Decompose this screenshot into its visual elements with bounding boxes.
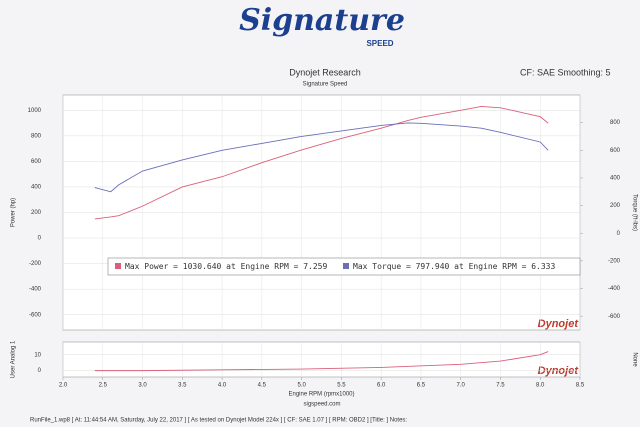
plot-area [62, 341, 581, 378]
run-info: RunFile_1.wp8 [ At: 11:44:54 AM, Saturda… [30, 418, 407, 424]
y2-tick-label: -600 [608, 314, 621, 320]
y2-tick-label: -400 [608, 286, 621, 292]
x-tick-label: 4.0 [218, 383, 227, 389]
title: Dynojet Research [289, 67, 361, 77]
subtitle: Signature Speed [303, 82, 348, 88]
y2-tick-label: -200 [608, 258, 621, 264]
legend-label: Max Power = 1030.640 at Engine RPM = 7.2… [125, 262, 327, 271]
x-tick-label: 6.0 [377, 383, 386, 389]
y2-tick-label: 200 [610, 203, 621, 209]
y-axis-title: Power (hp) [11, 198, 17, 227]
x-axis-title: Engine RPM (rpmx1000) [288, 392, 354, 398]
y2-axis-title: Torque (ft-lbs) [631, 194, 637, 231]
y-tick-label: -400 [29, 287, 42, 293]
logo: Signature [239, 3, 405, 38]
legend-label: Max Torque = 797.940 at Engine RPM = 6.3… [353, 262, 555, 271]
watermark: Dynojet [538, 365, 580, 377]
x-tick-label: 3.5 [178, 383, 187, 389]
y2-axis-title: None [631, 352, 637, 367]
site: sigspeed.com [303, 402, 340, 408]
y-axis-title: User Analog 1 [11, 340, 17, 378]
y-tick-label: 0 [38, 368, 42, 374]
y2-tick-label: 800 [610, 120, 621, 126]
x-tick-label: 5.0 [297, 383, 306, 389]
y-tick-label: 800 [31, 133, 42, 139]
logo-sub: SPEED [366, 39, 393, 48]
legend-swatch [343, 263, 349, 269]
x-tick-label: 3.0 [138, 383, 147, 389]
x-tick-label: 8.5 [576, 383, 585, 389]
x-tick-label: 8.0 [536, 383, 545, 389]
y-tick-label: 400 [31, 185, 42, 191]
x-tick-label: 5.5 [337, 383, 346, 389]
x-tick-label: 7.0 [457, 383, 466, 389]
y-tick-label: 1000 [28, 108, 42, 114]
y-tick-label: -600 [29, 312, 42, 318]
x-tick-label: 7.5 [496, 383, 505, 389]
y2-tick-label: 600 [610, 148, 621, 154]
settings: CF: SAE Smoothing: 5 [520, 67, 611, 77]
y2-tick-label: 0 [617, 231, 621, 237]
x-tick-label: 4.5 [258, 383, 267, 389]
legend-swatch [115, 263, 121, 269]
y-tick-label: 200 [31, 210, 42, 216]
series-line [94, 351, 549, 372]
y2-tick-label: 400 [610, 176, 621, 182]
series-line [94, 105, 549, 220]
watermark: Dynojet [538, 318, 580, 330]
y-tick-label: 10 [34, 352, 41, 358]
x-tick-label: 6.5 [417, 383, 426, 389]
x-tick-label: 2.0 [59, 383, 68, 389]
series-line [94, 122, 549, 193]
x-tick-label: 2.5 [99, 383, 108, 389]
y-tick-label: 600 [31, 159, 42, 165]
y-tick-label: -200 [29, 261, 42, 267]
y-tick-label: 0 [38, 236, 42, 242]
